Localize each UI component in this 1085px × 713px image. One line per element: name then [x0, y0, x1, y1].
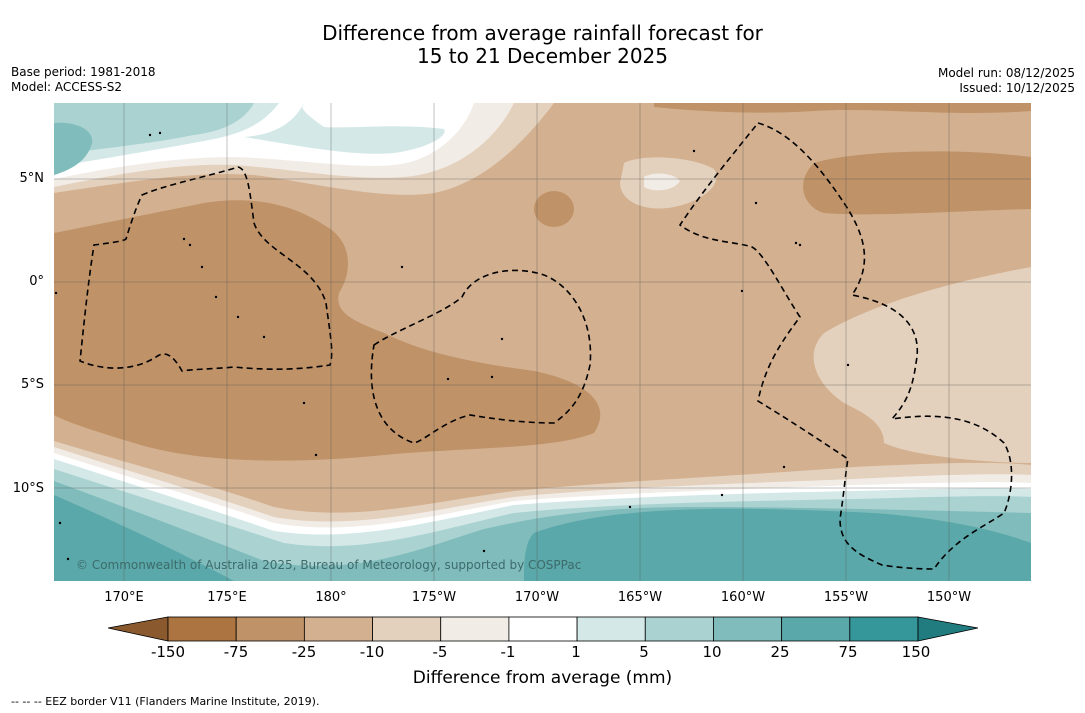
legend-label: 75	[838, 643, 858, 661]
lon-label-180: 180°	[315, 590, 347, 605]
legend-cell	[576, 616, 646, 642]
north-wet-3	[54, 103, 254, 155]
eez-borders	[79, 122, 1013, 570]
legend-label: -25	[291, 643, 317, 661]
lon-label-165w: 165°W	[617, 590, 663, 605]
map-title-line1: Difference from average rainfall forecas…	[322, 21, 763, 45]
issued-date: Issued: 10/12/2025	[959, 81, 1075, 95]
legend-cell	[508, 616, 578, 642]
legend-cell	[781, 616, 851, 642]
eez-footer-note: -- -- -- EEZ border V11 (Flanders Marine…	[11, 695, 320, 708]
legend-cell	[713, 616, 783, 642]
legend-label: 25	[770, 643, 790, 661]
central-dry-spot	[534, 191, 574, 227]
south-band-wet-5	[524, 508, 1031, 581]
south-band-wet-4	[54, 495, 234, 581]
map-title-line2: 15 to 21 December 2025	[416, 44, 668, 68]
legend-cell	[303, 616, 373, 642]
north-wet-1	[54, 103, 445, 154]
legend-cell	[440, 616, 510, 642]
legend-cells	[167, 616, 919, 642]
meta-right: Model run: 08/12/2025 Issued: 10/12/2025	[938, 66, 1075, 96]
lat-label-0: 0°	[29, 274, 44, 289]
lon-label-175e: 175°E	[207, 590, 247, 605]
lon-label-170w: 170°W	[514, 590, 560, 605]
lon-label-155w: 155°W	[823, 590, 869, 605]
central-dry-region	[54, 200, 601, 461]
legend-cell	[235, 616, 305, 642]
lon-label-170e: 170°E	[104, 590, 144, 605]
legend-colorbar	[108, 616, 978, 642]
legend-label: -1	[500, 643, 516, 661]
lat-label-5n: 5°N	[19, 171, 45, 186]
legend-cell	[849, 616, 919, 642]
lat-label-5s: 5°S	[20, 377, 44, 392]
legend-cell	[167, 616, 237, 642]
se-light-region	[813, 267, 1031, 463]
legend-arrow-right	[917, 616, 978, 642]
model-run: Model run: 08/12/2025	[937, 66, 1075, 80]
legend-label: 1	[571, 643, 581, 661]
legend-label: -5	[432, 643, 448, 661]
legend-cell	[644, 616, 714, 642]
eez-border-phoenix	[370, 269, 592, 444]
legend-label: -10	[359, 643, 385, 661]
legend-cell	[372, 616, 442, 642]
white-patch-north	[644, 173, 680, 191]
legend-label: -75	[223, 643, 249, 661]
copyright-notice: © Commonwealth of Australia 2025, Bureau…	[76, 558, 582, 572]
eez-border-kiribati-gilbert	[79, 166, 333, 372]
model-name: Model: ACCESS-S2	[11, 80, 123, 94]
legend-label: 150	[901, 643, 931, 661]
graticule	[54, 103, 1031, 581]
rainfall-map	[54, 103, 1031, 581]
legend-arrow-left	[108, 616, 169, 642]
ne-dry-strip	[654, 103, 1031, 113]
base-period: Base period: 1981-2018	[11, 65, 156, 79]
north-wet-4	[54, 122, 93, 175]
island-markers	[54, 131, 850, 561]
lon-label-150w: 150°W	[926, 590, 972, 605]
legend-label: 5	[639, 643, 649, 661]
lat-label-10s: 10°S	[12, 481, 44, 496]
legend-label: -150	[150, 643, 186, 661]
eez-border-line-islands	[678, 122, 1013, 570]
legend-title: Difference from average (mm)	[412, 668, 673, 688]
meta-left: Base period: 1981-2018 Model: ACCESS-S2	[11, 65, 156, 95]
legend-label: 10	[702, 643, 722, 661]
ne-dry-area	[803, 151, 1031, 215]
lon-label-160w: 160°W	[720, 590, 766, 605]
lon-label-175w: 175°W	[411, 590, 457, 605]
